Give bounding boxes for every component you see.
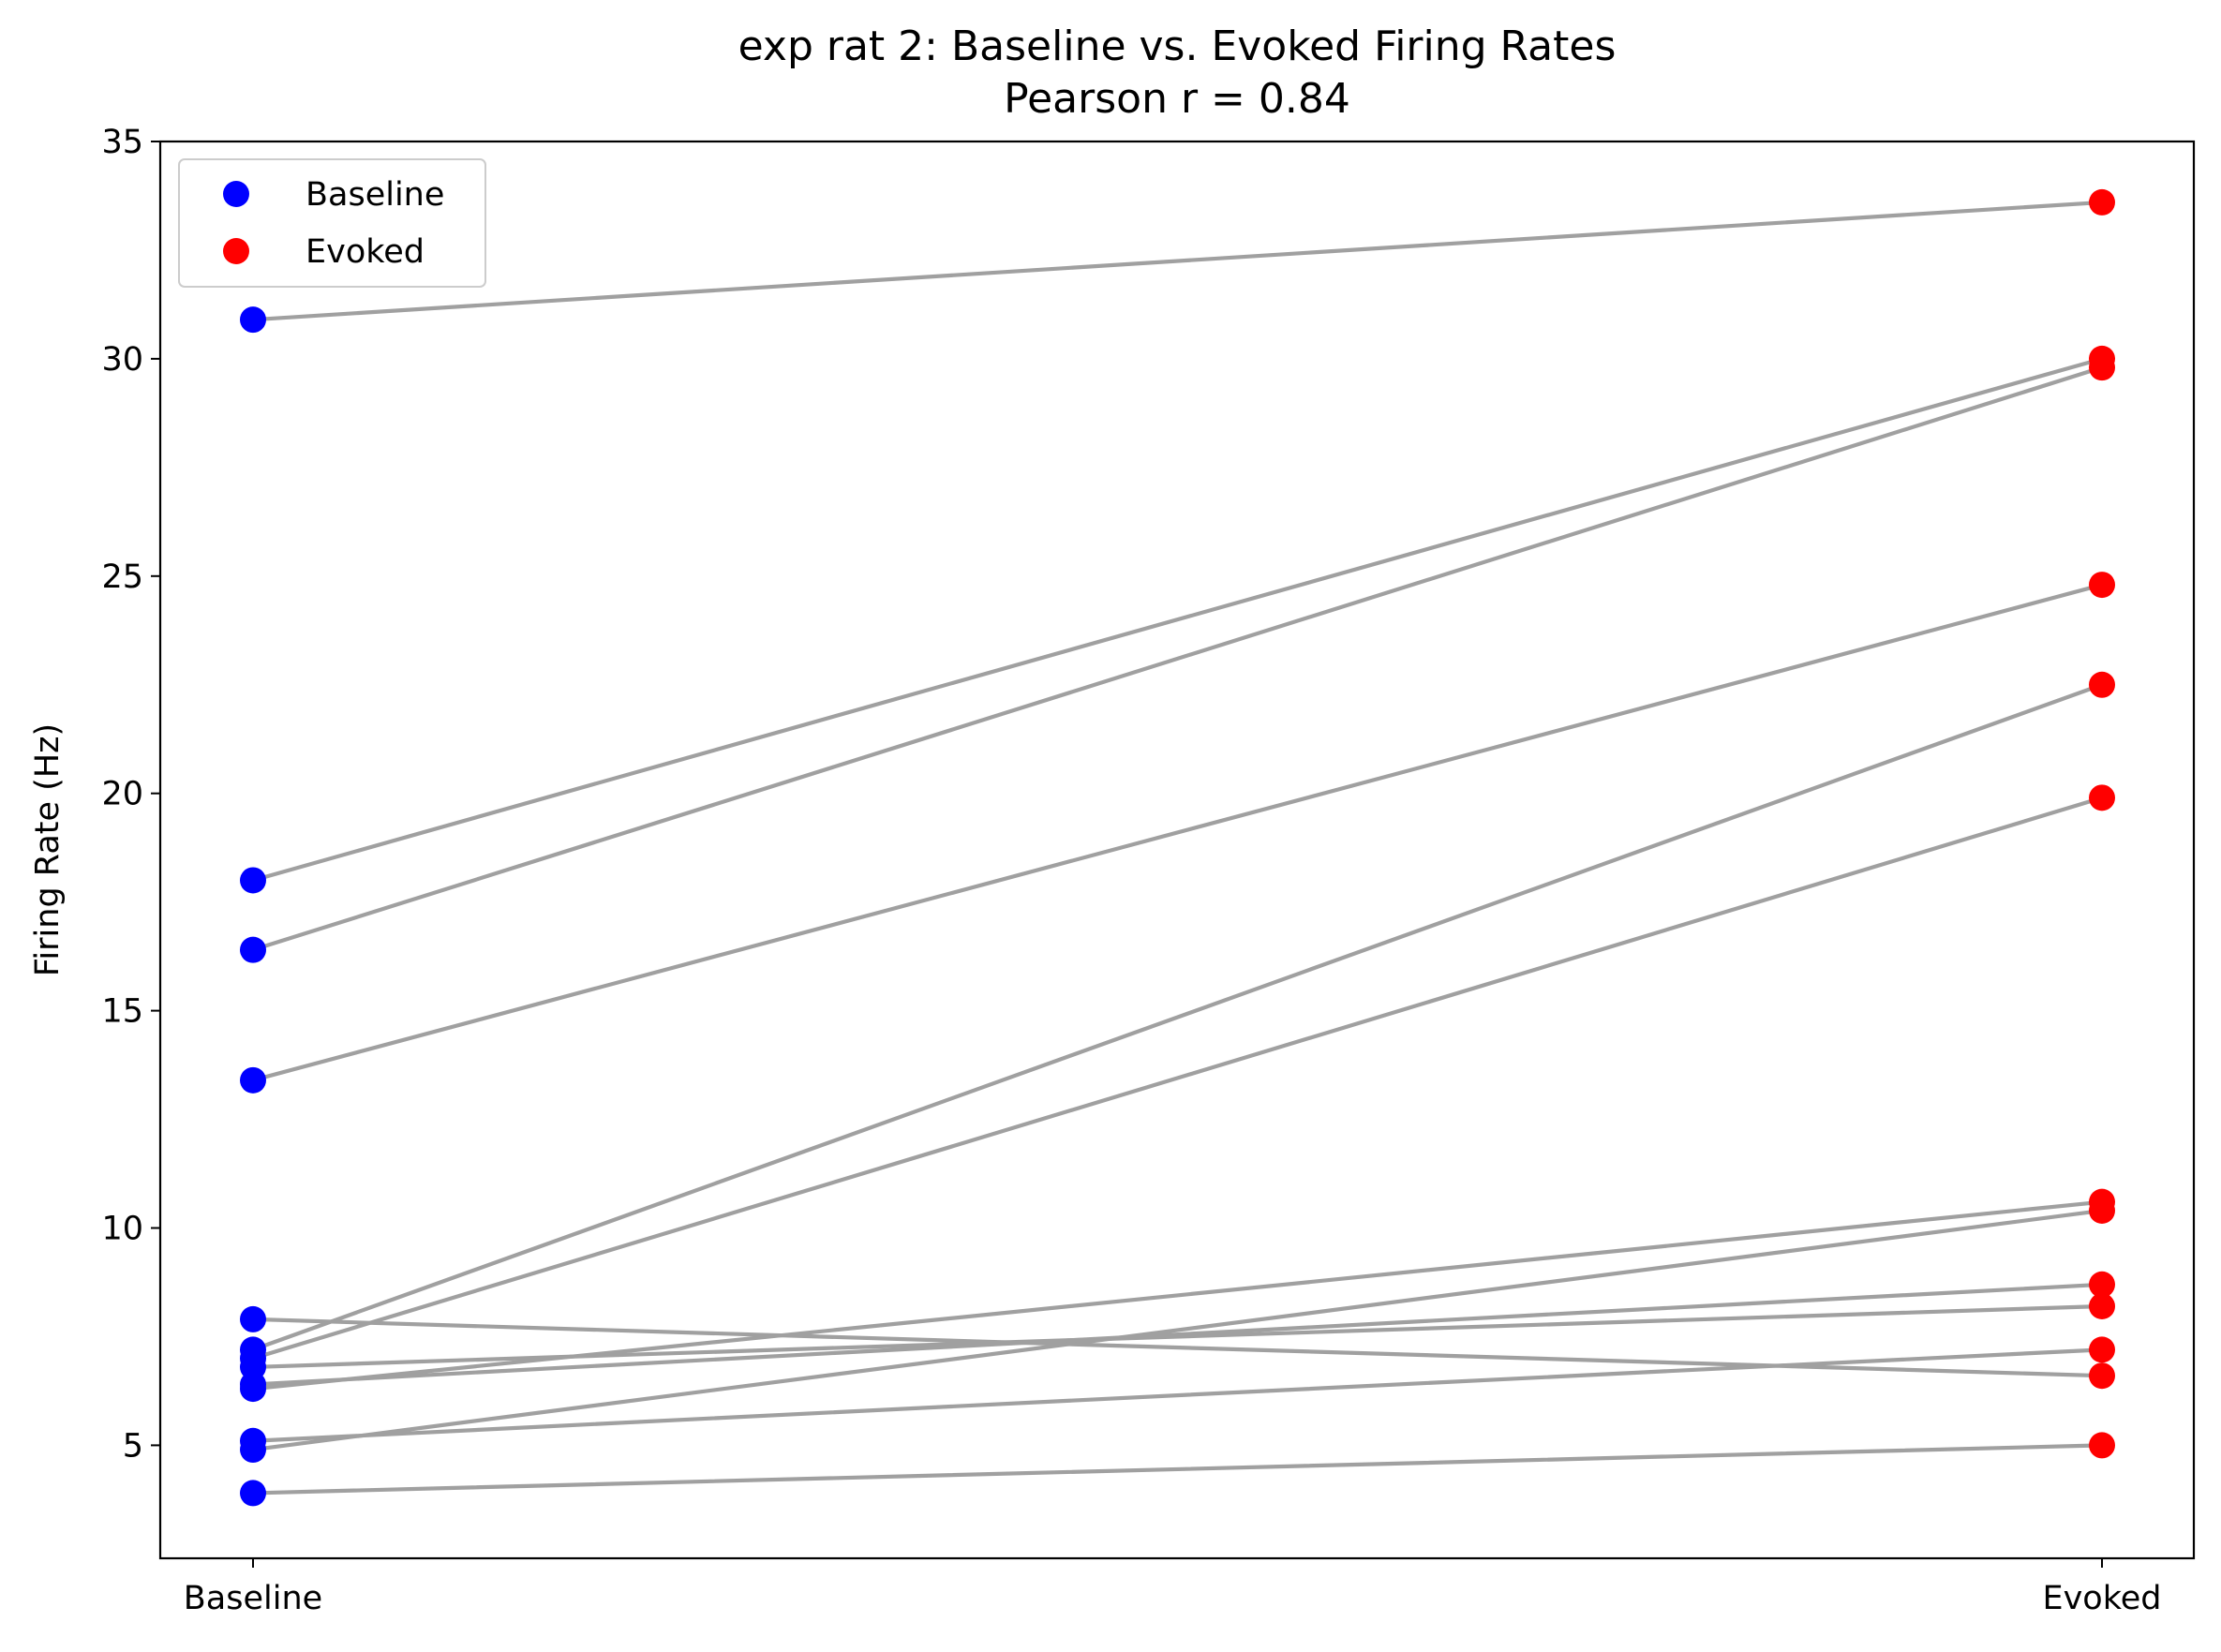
- y-axis: 5 10 15 20 25 30 35: [101, 124, 160, 1465]
- pair-connector-line: [250, 582, 2105, 1082]
- x-tick-label: Baseline: [184, 1580, 322, 1617]
- data-point-baseline: [240, 936, 266, 963]
- data-point-baseline: [240, 1427, 266, 1454]
- data-point-evoked: [2089, 1197, 2115, 1224]
- pair-connector-line: [250, 356, 2105, 883]
- pair-connector-line: [250, 1443, 2105, 1496]
- data-point-evoked: [2089, 354, 2115, 381]
- pair-connector-line: [250, 1347, 2105, 1443]
- pair-connector-line: [250, 1282, 2105, 1387]
- data-point-baseline: [240, 867, 266, 894]
- x-axis: Baseline Evoked: [184, 1558, 2162, 1617]
- plot-area: [240, 188, 2115, 1507]
- legend-marker-baseline: [223, 181, 249, 207]
- data-point-evoked: [2089, 1336, 2115, 1363]
- chart-title: exp rat 2: Baseline vs. Evoked Firing Ra…: [738, 22, 1617, 70]
- data-point-evoked: [2089, 1362, 2115, 1390]
- data-point-evoked: [2089, 1292, 2115, 1319]
- chart-subtitle: Pearson r = 0.84: [1004, 75, 1350, 123]
- data-point-baseline: [240, 306, 266, 334]
- legend-label-evoked: Evoked: [306, 233, 425, 271]
- legend-label-baseline: Baseline: [306, 176, 444, 214]
- pair-connector-line: [250, 365, 2105, 952]
- pair-connector-line: [250, 200, 2105, 322]
- y-tick-label: 30: [101, 341, 143, 379]
- pair-connector-line: [250, 1303, 2105, 1370]
- data-point-baseline: [240, 1353, 266, 1380]
- data-point-baseline: [240, 1480, 266, 1507]
- legend-marker-evoked: [223, 238, 249, 264]
- y-axis-label: Firing Rate (Hz): [29, 723, 67, 976]
- data-point-evoked: [2089, 1432, 2115, 1459]
- legend-box: [178, 158, 486, 288]
- y-tick-label: 5: [123, 1427, 143, 1465]
- data-point-evoked: [2089, 1271, 2115, 1298]
- data-point-evoked: [2089, 784, 2115, 811]
- data-point-baseline: [240, 1066, 266, 1094]
- pair-connector-line: [250, 682, 2105, 1352]
- axes-frame: [158, 140, 2196, 1560]
- data-point-baseline: [240, 1305, 266, 1332]
- pair-connector-line: [250, 1208, 2105, 1452]
- y-tick-label: 20: [101, 776, 143, 813]
- y-tick-label: 25: [101, 558, 143, 596]
- x-tick-label: Evoked: [2042, 1580, 2161, 1617]
- data-point-evoked: [2089, 671, 2115, 698]
- legend: Baseline Evoked: [178, 158, 486, 288]
- data-point-evoked: [2089, 572, 2115, 599]
- y-tick-label: 15: [101, 993, 143, 1031]
- y-tick-label: 10: [101, 1211, 143, 1248]
- data-point-evoked: [2089, 188, 2115, 216]
- y-tick-label: 35: [101, 124, 143, 161]
- pair-connector-line: [250, 796, 2105, 1361]
